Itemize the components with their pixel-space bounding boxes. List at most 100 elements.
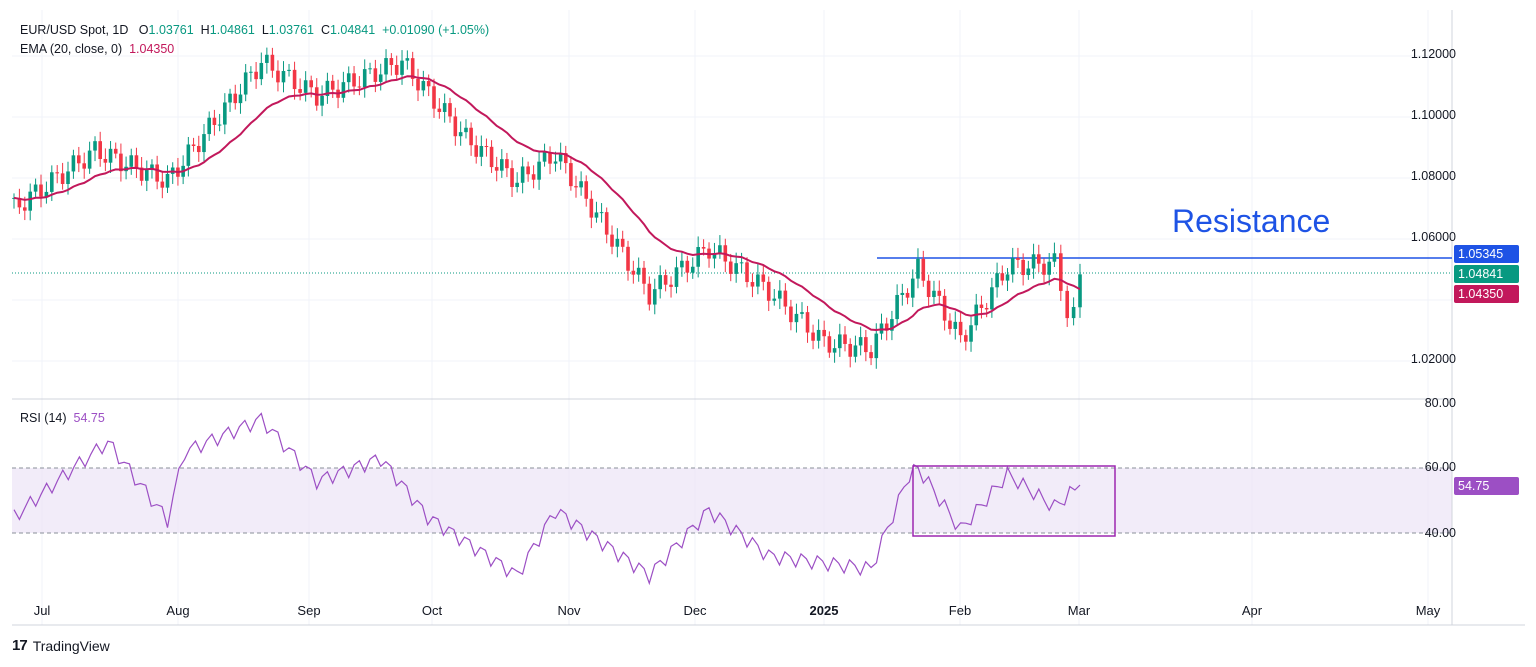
candle-bull [442,103,447,112]
candle-bull [969,325,973,342]
candle-bear [589,198,594,218]
candle-bull [129,155,134,167]
candle-bull [537,161,541,180]
candle-bear [373,68,378,82]
candle-bear [17,197,22,208]
candle-bull [33,184,38,192]
candle-bear [584,181,589,199]
candle-bull [238,94,243,104]
candle-bull [384,58,388,75]
candle-bull [1026,268,1031,276]
candle-bear [410,58,415,79]
candle-bull [1047,261,1052,275]
candle-bear [98,141,102,159]
candle-bull [858,337,863,346]
candle-bull [71,155,76,172]
candle-bear [884,323,889,331]
rsi-line [13,412,1081,586]
candle-bull [932,290,936,298]
price-tick: 1.12000 [1410,47,1456,61]
candle-bear [1021,259,1025,276]
candle-bear [548,151,552,164]
candle-bull [990,287,994,310]
candlestick-series [12,47,1082,369]
candle-bull [479,146,484,157]
candle-bull [712,253,717,259]
rsi-tick: 80.00 [1424,396,1456,410]
symbol-label: EUR/USD Spot, 1D [20,23,129,37]
candle-bear [766,281,771,301]
resistance-annotation: Resistance [1172,203,1331,239]
price-tick: 1.08000 [1410,169,1456,183]
candle-bear [631,270,636,275]
candle-bull [1078,274,1082,308]
candle-bull [542,151,547,162]
candle-bear [437,108,442,112]
candle-bull [87,150,92,169]
candle-bull [890,319,894,331]
rsi-band [12,468,1452,533]
candle-bear [647,283,652,305]
candle-bull [515,182,519,188]
candle-bull [368,68,372,70]
candle-bull [303,80,308,93]
candle-bull [108,148,113,163]
rsi-tick: 40.00 [1424,526,1456,540]
candle-bull [421,81,426,91]
candle-bear [979,304,984,308]
candle-bull [400,60,404,75]
candle-bear [805,312,810,333]
candle-bull [696,247,700,267]
candle-bull [165,173,170,188]
candle-bull [44,191,49,197]
time-tick: Dec [683,603,707,618]
candle-bear [270,54,275,71]
candle-bear [330,80,335,90]
high-label: H [200,23,210,37]
candle-bull [832,348,837,353]
candle-bull [953,321,958,329]
price-tick: 1.02000 [1410,352,1456,366]
time-tick-year: 2025 [809,603,839,618]
candle-bear [964,335,968,342]
candle-bull [874,333,879,359]
candle-bull [674,267,679,287]
candle-bear [1059,253,1063,291]
candle-bear [432,86,436,109]
candle-bear [745,262,749,283]
candle-bull [995,273,999,288]
candle-bull [228,93,232,103]
price-tick: 1.06000 [1410,230,1456,244]
candle-bull [520,166,525,183]
candle-bull [734,263,738,274]
candle-bear [134,155,139,168]
candle-bear [77,155,81,164]
ema-legend: EMA (20, close, 0) 1.04350 [20,42,174,56]
time-tick: May [1415,603,1441,618]
candle-bear [620,238,625,247]
candle-bear [60,173,65,184]
rsi-tick: 60.00 [1424,460,1456,474]
candle-bull [217,124,222,126]
candle-bull [207,117,211,135]
candle-bear [309,80,314,88]
candle-bull [910,278,915,298]
candle-bull [756,274,760,287]
candle-bear [663,275,668,285]
candle-bear [574,186,578,188]
candle-bear [864,337,868,353]
time-tick: Mar [1067,603,1091,618]
candle-bear [39,184,43,197]
candle-bull [1071,306,1076,319]
candle-bear [905,292,910,298]
candle-bull [249,71,253,73]
candle-bear [685,260,690,273]
candle-bull [652,289,657,305]
candle-bull [680,260,684,268]
candle-bear [701,247,706,249]
candle-bear [82,163,87,169]
candle-bear [811,332,815,341]
candle-bear [1000,273,1005,281]
change-value: +0.01090 (+1.05%) [382,23,490,37]
